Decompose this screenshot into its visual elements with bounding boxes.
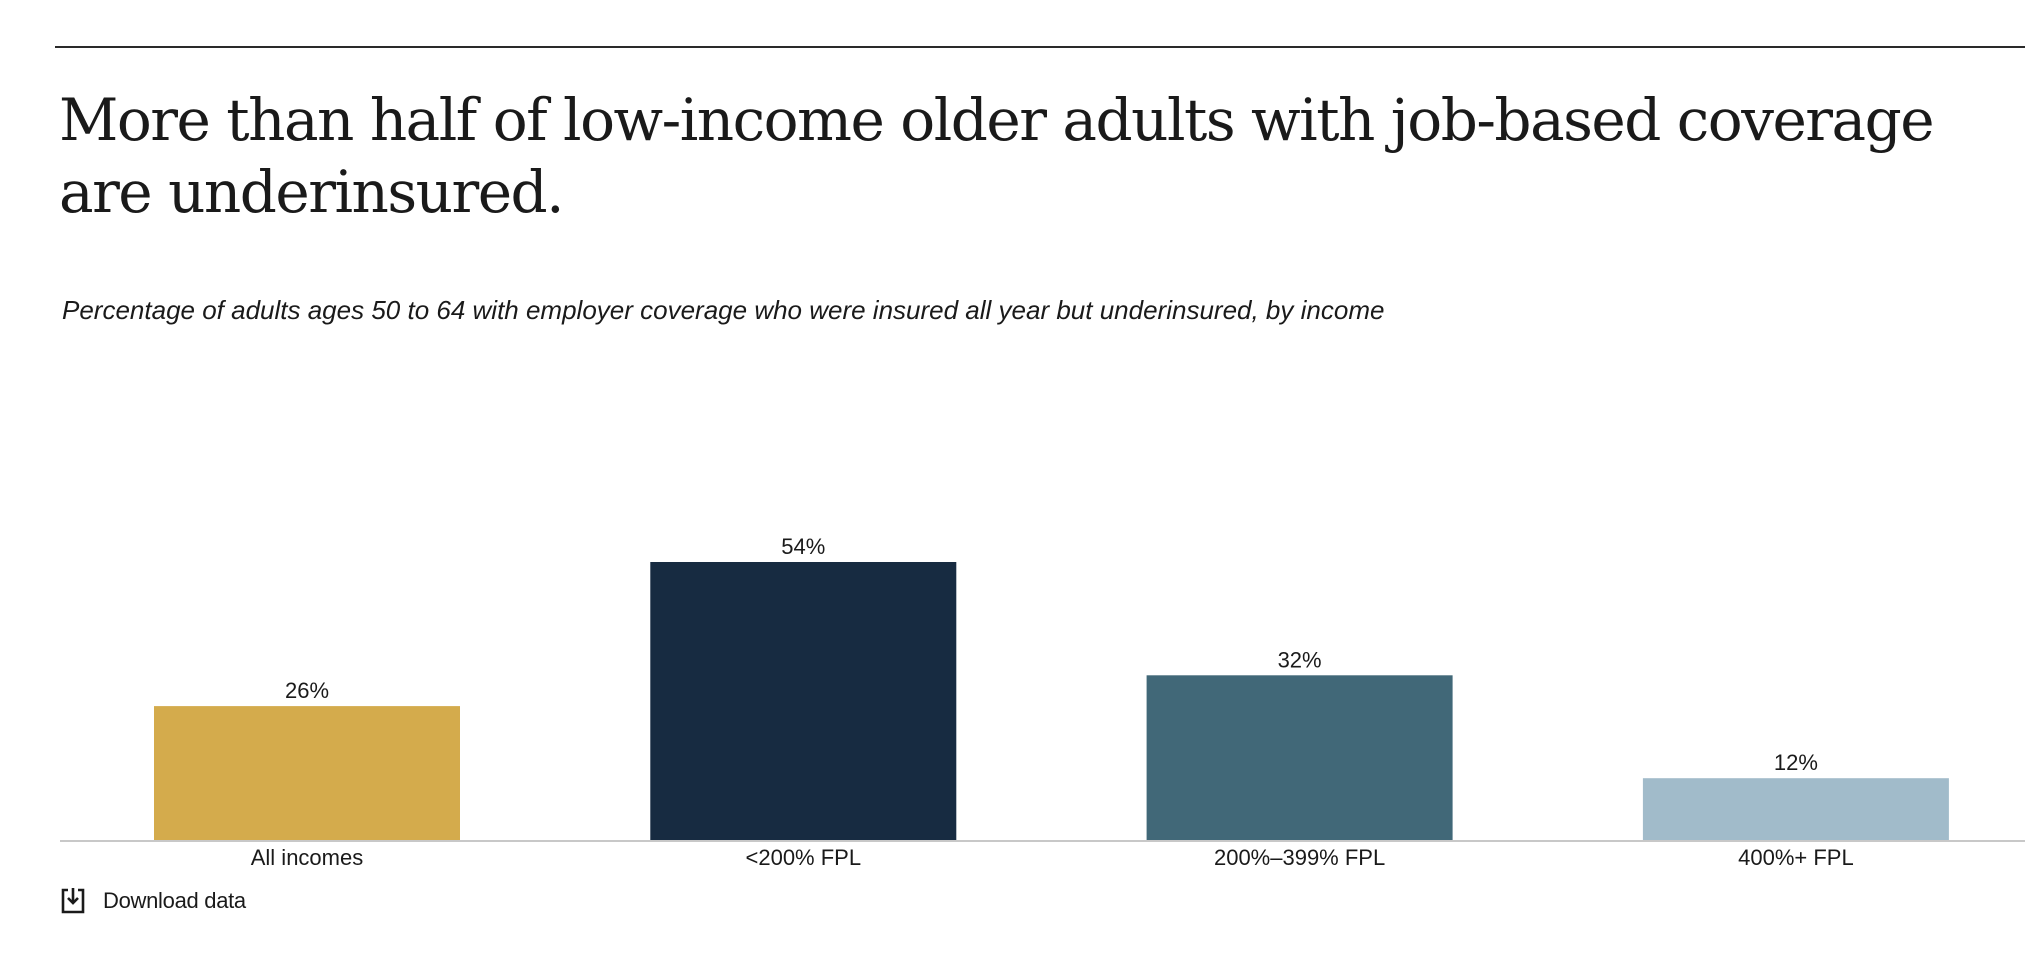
tick-labels-group: All incomes <200% FPL 200%–399% FPL 400%+ F… (251, 845, 1854, 870)
bar-3 (1642, 778, 1949, 840)
tick-label-0: All incomes (251, 845, 363, 870)
chart-subtitle: Percentage of adults ages 50 to 64 with … (62, 295, 1385, 325)
value-label-1: 54% (781, 534, 825, 559)
tick-label-1: <200% FPL (746, 845, 862, 870)
value-label-3: 12% (1774, 750, 1818, 775)
bar-chart: 26% 54% 32% 12% All incomes <200% FPL 200%–39… (60, 534, 2025, 870)
download-data-label: Download data (103, 888, 246, 913)
bar-1 (650, 562, 957, 840)
value-labels-group: 26% 54% 32% 12% (285, 534, 1818, 775)
bar-2 (1146, 675, 1453, 840)
chart-title: More than half of low-income older adult… (59, 86, 1935, 226)
download-data-button[interactable]: Download data (59, 886, 246, 916)
download-icon (59, 886, 87, 916)
value-label-0: 26% (285, 678, 329, 703)
value-label-2: 32% (1278, 647, 1322, 672)
bars-group (154, 562, 1949, 840)
top-rule (55, 46, 2025, 48)
bar-0 (154, 706, 460, 840)
tick-label-2: 200%–399% FPL (1214, 845, 1385, 870)
tick-label-3: 400%+ FPL (1738, 845, 1854, 870)
